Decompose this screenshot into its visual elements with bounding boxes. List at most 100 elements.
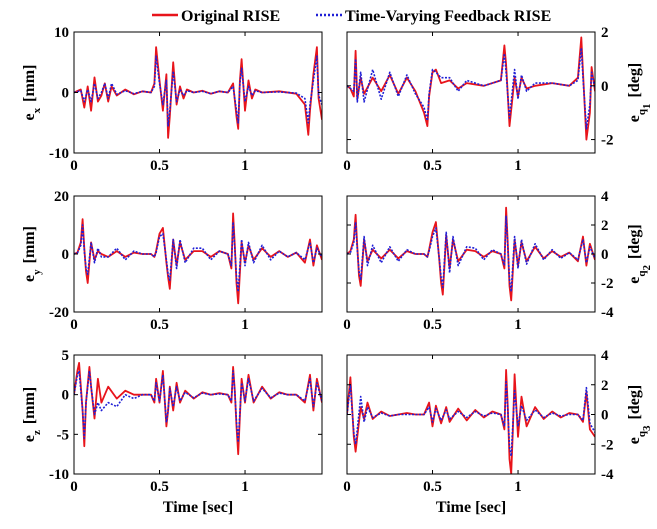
y-label-unit: [deg] <box>626 224 643 259</box>
y-label-unit: [deg] <box>626 63 643 98</box>
x-tick-label: 0.5 <box>150 479 169 495</box>
axes-frame <box>346 31 596 154</box>
y-tick-label: 0 <box>62 86 70 102</box>
series-line-original <box>74 361 322 456</box>
series-line-tvf <box>74 55 322 127</box>
subplot-6: 0 0.5 1 -4 -2 0 2 4 eq3 [deg] Time [sec] <box>343 348 653 516</box>
y-tick-label: 20 <box>54 189 69 205</box>
legend-label-tvf: Time-Varying Feedback RISE <box>345 8 551 25</box>
legend: Original RISE Time-Varying Feedback RISE <box>152 8 551 25</box>
y-tick-label: -10 <box>49 146 69 162</box>
y-tick-label: -10 <box>49 467 69 483</box>
series-line-tvf <box>347 215 595 293</box>
y-label-sub: z <box>31 430 43 435</box>
y-tick-label: 5 <box>62 348 70 364</box>
y-tick-label: 0 <box>601 408 609 424</box>
y-axis-label: eq2 [deg] <box>626 224 653 283</box>
series-group <box>74 361 322 456</box>
y-axis-label: eq3 [deg] <box>626 385 653 444</box>
y-tick-label: -2 <box>601 437 614 453</box>
y-tick-label: 10 <box>54 25 69 41</box>
y-label-unit: [mm] <box>21 65 38 102</box>
x-tick-label: 0 <box>70 317 78 333</box>
x-tick-label: 0 <box>70 479 78 495</box>
y-axis-label: eq1 [deg] <box>626 63 653 122</box>
y-label-unit: [deg] <box>626 385 643 420</box>
y-label-subsub: 2 <box>641 264 653 270</box>
series-group <box>74 46 322 139</box>
y-tick-label: -20 <box>49 305 69 321</box>
y-tick-label: 0 <box>601 79 609 95</box>
x-tick-label: 0.5 <box>150 158 169 174</box>
series-group <box>347 368 595 474</box>
y-axis-label: ey [mm] <box>21 226 43 282</box>
y-tick-label: 4 <box>601 189 609 205</box>
series-line-original <box>347 368 595 474</box>
x-tick-label: 0 <box>343 479 351 495</box>
series-line-original <box>347 36 595 141</box>
x-tick-label: 0 <box>343 317 351 333</box>
x-tick-label: 1 <box>241 158 249 174</box>
y-label-subsub: 3 <box>641 425 653 431</box>
series-line-original <box>347 206 595 302</box>
x-tick-label: 0.5 <box>423 317 442 333</box>
y-tick-label: -4 <box>601 467 614 483</box>
y-label-main: e <box>626 437 643 444</box>
y-label-sub: q <box>636 270 648 277</box>
y-axis-label: ez [mm] <box>21 387 43 442</box>
x-tick-label: 1 <box>514 479 522 495</box>
x-tick-label: 0.5 <box>150 317 169 333</box>
y-label-sub: x <box>31 107 43 113</box>
y-tick-label: 2 <box>601 25 609 41</box>
y-label-sub: y <box>31 269 43 275</box>
y-tick-label: -4 <box>601 305 614 321</box>
series-group <box>347 36 595 141</box>
x-axis-label: Time [sec] <box>163 499 233 516</box>
series-line-tvf <box>347 380 595 457</box>
y-tick-label: 0 <box>62 247 70 263</box>
y-label-sub: q <box>636 430 648 437</box>
y-axis-label: ex [mm] <box>21 65 43 121</box>
y-label-subsub: 1 <box>641 103 653 109</box>
x-tick-label: 0 <box>70 158 78 174</box>
y-tick-label: -2 <box>601 276 614 292</box>
x-tick-label: 1 <box>514 317 522 333</box>
y-label-sub: q <box>636 108 648 115</box>
series-group <box>74 212 322 305</box>
x-tick-label: 0.5 <box>423 479 442 495</box>
y-tick-label: 4 <box>601 348 609 364</box>
y-label-main: e <box>21 113 38 120</box>
y-label-unit: [mm] <box>21 387 38 424</box>
legend-label-original: Original RISE <box>181 8 280 25</box>
y-label-main: e <box>626 115 643 122</box>
series-line-tvf <box>347 47 595 130</box>
y-tick-label: -5 <box>57 427 70 443</box>
axes-frame <box>73 354 323 475</box>
y-tick-label: 0 <box>601 247 609 263</box>
y-label-main: e <box>21 435 38 442</box>
y-tick-label: -2 <box>601 133 614 149</box>
x-tick-label: 1 <box>514 158 522 174</box>
series-line-original <box>74 212 322 305</box>
x-tick-label: 1 <box>241 317 249 333</box>
subplot-5: 0 0.5 1 -10 -5 0 5 ez [mm] Time [sec] <box>21 348 323 516</box>
y-tick-label: 2 <box>601 378 609 394</box>
x-tick-label: 1 <box>241 479 249 495</box>
x-axis-label: Time [sec] <box>436 499 506 516</box>
y-tick-label: 2 <box>601 218 609 234</box>
x-tick-label: 0 <box>343 158 351 174</box>
y-label-unit: [mm] <box>21 226 38 263</box>
series-group <box>347 206 595 302</box>
y-tick-label: 0 <box>62 388 70 404</box>
y-label-main: e <box>21 275 38 282</box>
x-tick-label: 0.5 <box>423 158 442 174</box>
series-line-tvf <box>74 370 322 444</box>
series-line-tvf <box>74 221 322 293</box>
y-label-main: e <box>626 277 643 284</box>
